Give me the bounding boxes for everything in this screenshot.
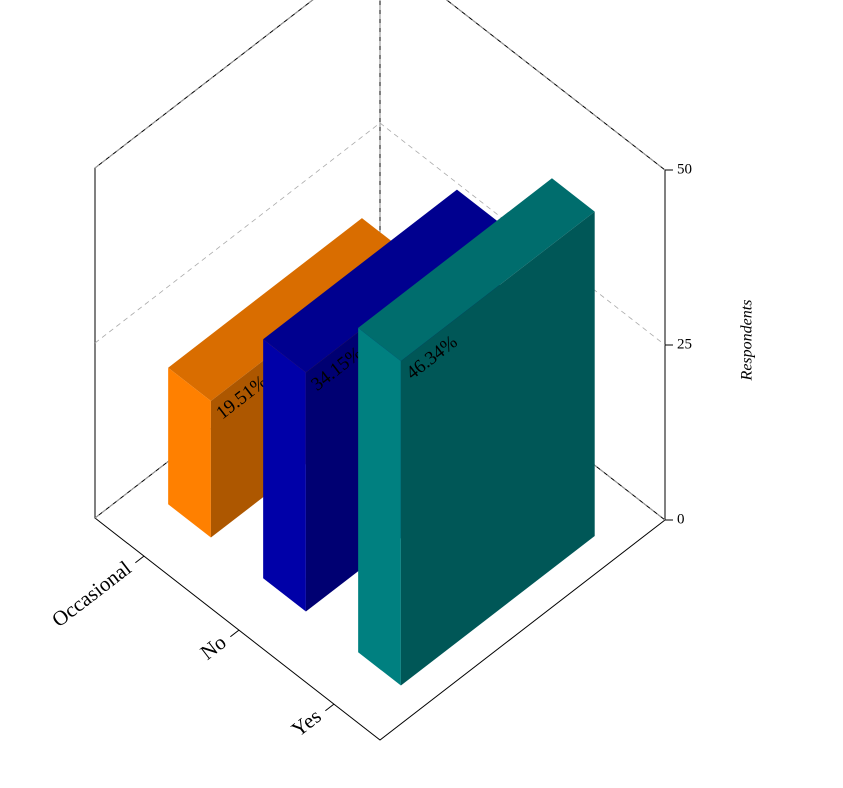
bar-front (358, 327, 401, 686)
bar-top (358, 178, 595, 362)
grid-line (94, 122, 666, 346)
x-tick-label: Occasional (47, 556, 136, 632)
bar (358, 178, 595, 686)
bar-front (263, 339, 306, 612)
bar-top (168, 218, 405, 401)
y-axis-title: Respondents (739, 300, 756, 382)
x-tick-label: Yes (287, 704, 326, 742)
y-tick-label: 0 (677, 511, 685, 527)
y-tick-label: 25 (677, 336, 692, 352)
bar-side (400, 211, 595, 686)
x-tick (230, 629, 240, 638)
bar-top (263, 189, 500, 373)
grid-line (94, 0, 666, 171)
x-tick-label: No (196, 630, 231, 665)
bar-front (168, 367, 211, 538)
y-tick-label: 50 (677, 161, 692, 177)
x-tick (325, 703, 335, 712)
x-tick (135, 555, 145, 564)
